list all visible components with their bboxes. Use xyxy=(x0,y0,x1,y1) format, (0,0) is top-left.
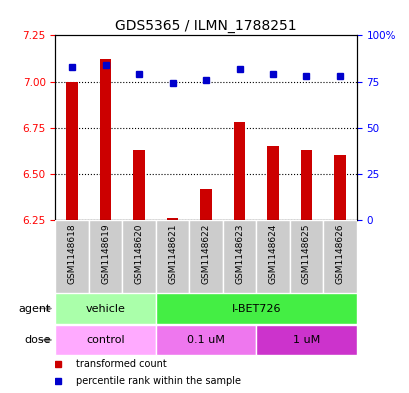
Text: GSM1148623: GSM1148623 xyxy=(234,224,243,284)
Bar xyxy=(55,220,89,293)
Bar xyxy=(89,220,122,293)
Bar xyxy=(166,218,178,220)
Bar xyxy=(55,294,155,323)
Bar xyxy=(300,150,312,220)
Bar xyxy=(122,220,155,293)
Bar xyxy=(189,220,222,293)
Text: GSM1148619: GSM1148619 xyxy=(101,224,110,285)
Bar xyxy=(55,325,155,355)
Text: GSM1148626: GSM1148626 xyxy=(335,224,344,284)
Bar xyxy=(66,82,78,220)
Text: vehicle: vehicle xyxy=(85,303,125,314)
Text: I-BET726: I-BET726 xyxy=(231,303,280,314)
Bar xyxy=(233,122,245,220)
Bar xyxy=(155,220,189,293)
Text: GSM1148618: GSM1148618 xyxy=(67,224,76,285)
Text: GSM1148624: GSM1148624 xyxy=(268,224,277,284)
Bar xyxy=(200,189,211,220)
Text: GSM1148622: GSM1148622 xyxy=(201,224,210,284)
Bar xyxy=(256,325,356,355)
Bar xyxy=(155,294,356,323)
Text: control: control xyxy=(86,335,125,345)
Bar xyxy=(322,220,356,293)
Bar xyxy=(333,156,345,220)
Bar xyxy=(133,150,144,220)
Text: dose: dose xyxy=(25,335,51,345)
Text: transformed count: transformed count xyxy=(76,359,167,369)
Title: GDS5365 / ILMN_1788251: GDS5365 / ILMN_1788251 xyxy=(115,19,296,33)
Text: 1 uM: 1 uM xyxy=(292,335,319,345)
Text: agent: agent xyxy=(19,303,51,314)
Text: GSM1148621: GSM1148621 xyxy=(168,224,177,284)
Text: GSM1148620: GSM1148620 xyxy=(134,224,143,284)
Text: 0.1 uM: 0.1 uM xyxy=(187,335,225,345)
Bar xyxy=(99,59,111,220)
Bar xyxy=(222,220,256,293)
Bar xyxy=(155,325,256,355)
Bar xyxy=(267,146,278,220)
Bar xyxy=(289,220,322,293)
Text: percentile rank within the sample: percentile rank within the sample xyxy=(76,376,241,386)
Bar xyxy=(256,220,289,293)
Text: GSM1148625: GSM1148625 xyxy=(301,224,310,284)
